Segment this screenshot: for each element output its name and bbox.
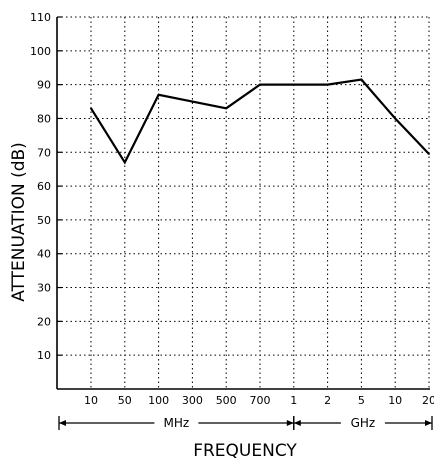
x-tick-label: 300 <box>182 394 203 407</box>
y-tick-label: 90 <box>37 79 51 92</box>
band-arrowhead <box>293 420 301 426</box>
x-tick-label: 100 <box>148 394 169 407</box>
band-arrowhead <box>286 420 294 426</box>
y-tick-label: 110 <box>30 11 51 24</box>
band-label: GHz <box>351 416 376 430</box>
y-tick-label: 70 <box>37 146 51 159</box>
x-tick-label: 10 <box>84 394 98 407</box>
frequency-unit-bands: MHz GHz <box>58 416 433 430</box>
x-tick-label: 700 <box>250 394 271 407</box>
y-tick-label: 30 <box>37 282 51 295</box>
x-tick-label: 20 <box>422 394 434 407</box>
x-tick-label: 2 <box>324 394 331 407</box>
y-tick-label: 60 <box>37 180 51 193</box>
x-tick-labels: 10 50 100 300 500 700 1 2 5 10 20 <box>84 394 434 407</box>
data-point <box>90 107 92 110</box>
data-point <box>191 100 194 103</box>
data-point <box>428 153 430 155</box>
band-label: MHz <box>164 416 190 430</box>
data-point <box>259 83 261 86</box>
chart-grid <box>57 16 430 389</box>
y-tick-labels: 10 20 30 40 50 60 70 80 90 100 110 <box>30 11 51 362</box>
y-tick-label: 40 <box>37 248 51 261</box>
series-group <box>90 78 430 165</box>
x-tick-label: 500 <box>216 394 237 407</box>
x-tick-label: 10 <box>388 394 402 407</box>
y-tick-label: 100 <box>30 45 51 58</box>
data-point <box>394 117 397 120</box>
x-tick-label: 50 <box>118 394 132 407</box>
band-arrowhead <box>59 420 66 426</box>
data-point <box>225 107 228 110</box>
x-tick-label: 5 <box>358 394 365 407</box>
y-tick-label: 50 <box>37 214 51 227</box>
data-point <box>157 93 160 96</box>
y-tick-label: 10 <box>37 349 51 362</box>
x-axis-title: FREQUENCY <box>193 441 297 461</box>
data-point <box>292 83 295 86</box>
data-point <box>326 83 329 86</box>
chart-axes <box>56 16 430 390</box>
y-tick-label: 80 <box>37 112 51 125</box>
data-point <box>123 161 126 164</box>
band-arrowhead <box>425 420 432 426</box>
data-point <box>360 78 363 81</box>
y-tick-label: 20 <box>37 315 51 328</box>
y-axis-title: ATTENUATION (dB) <box>9 142 29 302</box>
x-tick-label: 1 <box>290 394 297 407</box>
